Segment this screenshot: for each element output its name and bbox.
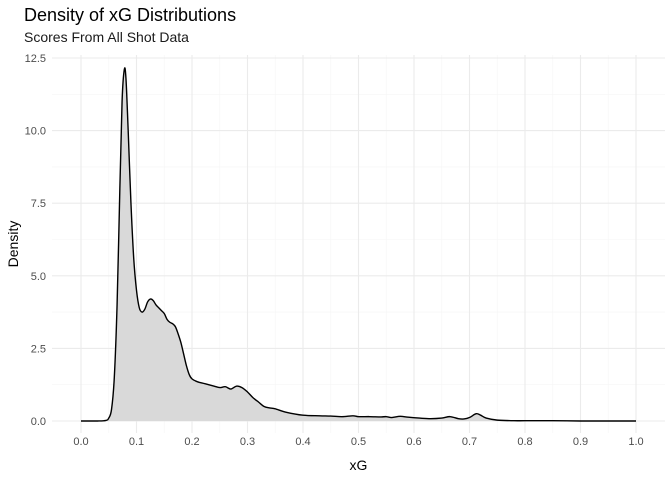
density-line xyxy=(80,67,636,422)
x-tick-label: 0.5 xyxy=(351,436,366,448)
x-tick-label: 0.8 xyxy=(517,436,532,448)
x-tick-label: 0.9 xyxy=(573,436,588,448)
density-area-layer xyxy=(80,67,636,422)
x-tick-label: 0.1 xyxy=(129,436,144,448)
x-tick-label: 0.4 xyxy=(295,436,310,448)
y-tick-label: 2.5 xyxy=(31,343,46,355)
y-tick-label: 10.0 xyxy=(25,126,46,138)
x-tick-label: 0.7 xyxy=(462,436,477,448)
x-tick-label: 0.6 xyxy=(406,436,421,448)
x-tick-label: 0.3 xyxy=(240,436,255,448)
y-tick-label: 5.0 xyxy=(31,271,46,283)
x-tick-label: 0.0 xyxy=(73,436,88,448)
x-tick-label: 0.2 xyxy=(184,436,199,448)
y-axis-title: Density xyxy=(5,221,21,268)
chart-title: Density of xG Distributions xyxy=(24,5,236,25)
x-tick-label: 1.0 xyxy=(628,436,643,448)
y-tick-label: 7.5 xyxy=(31,198,46,210)
y-tick-label: 12.5 xyxy=(25,53,46,65)
tick-labels: 0.0 0.1 0.2 0.3 0.4 0.5 0.6 0.7 0.8 0.9 1.0 0.0 2.5 5… xyxy=(25,53,644,448)
y-tick-label: 0.0 xyxy=(31,416,46,428)
density-area xyxy=(81,67,636,422)
chart-subtitle: Scores From All Shot Data xyxy=(24,29,189,45)
x-axis-title: xG xyxy=(350,457,368,473)
